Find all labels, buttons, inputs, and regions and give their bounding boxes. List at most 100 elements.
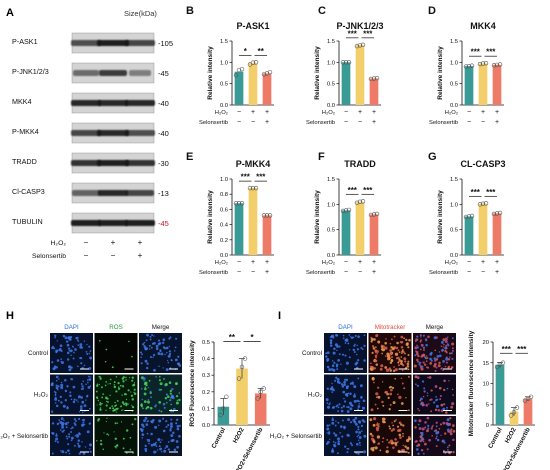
treatment-label: H₂O₂ [322, 260, 335, 266]
cell-signal-dot [436, 438, 440, 442]
y-tick-label: 0.0 [327, 253, 335, 259]
data-point [368, 212, 374, 218]
panel-a: A Size(kDa) P-ASK1 -105 P-JNK1/2/3 -45 MKK4 -… [6, 7, 173, 260]
cell-signal-dot [66, 343, 70, 347]
cell-signal-dot [430, 410, 433, 413]
y-tick-label: 15 [483, 361, 489, 367]
y-tick-label: 0.5 [450, 228, 458, 234]
cell-signal-dot [373, 367, 377, 370]
cell-signal-dot [133, 392, 137, 395]
y-tick-label: 0 [486, 423, 489, 429]
cell-signal-dot [131, 398, 135, 401]
cell-signal-dot [78, 411, 81, 413]
cell-signal-dot [407, 360, 410, 363]
cell-signal-dot [390, 388, 393, 392]
cell-signal-dot [167, 354, 171, 358]
cell-signal-dot [375, 392, 379, 396]
cell-signal-dot [148, 344, 151, 347]
cell-signal-dot [377, 386, 380, 389]
cell-signal-dot [349, 442, 353, 445]
cell-signal-dot [127, 403, 129, 405]
blot-protein-label: P-MKK4 [12, 127, 39, 136]
cell-signal-dot [128, 340, 130, 343]
data-point [264, 213, 270, 218]
cell-signal-dot [105, 421, 107, 423]
cell-signal-dot [150, 443, 154, 447]
bar [478, 63, 488, 105]
cell-signal-dot [388, 386, 391, 389]
data-point [253, 60, 259, 65]
cell-signal-dot [401, 350, 403, 353]
cell-signal-dot [51, 346, 54, 350]
cell-signal-dot [438, 354, 442, 358]
y-tick-label: 0.5 [202, 340, 210, 346]
cell-signal-dot [172, 431, 175, 435]
cell-signal-dot [170, 394, 174, 398]
cell-signal-dot [125, 398, 128, 401]
cell-signal-dot [78, 452, 81, 455]
cell-signal-dot [371, 345, 375, 348]
cell-signal-dot [361, 406, 366, 410]
cell-signal-dot [144, 346, 147, 348]
category-label: H2O2 [504, 426, 518, 444]
cell-signal-dot [447, 449, 449, 451]
cell-signal-dot [394, 441, 398, 445]
cell-signal-dot [55, 386, 58, 389]
cell-signal-dot [371, 351, 374, 354]
cell-signal-dot [158, 409, 161, 412]
cell-signal-dot [360, 396, 363, 399]
cell-signal-dot [56, 388, 59, 391]
cell-signal-dot [68, 452, 71, 455]
treatment-sign: + [251, 109, 255, 116]
cell-signal-dot [349, 392, 352, 395]
cell-signal-dot [416, 358, 419, 362]
cell-signal-dot [95, 396, 99, 399]
cell-signal-dot [333, 361, 336, 365]
cell-signal-dot [417, 407, 419, 410]
cell-signal-dot [395, 357, 399, 360]
bar [262, 73, 272, 105]
cell-signal-dot [358, 421, 361, 424]
cell-signal-dot [51, 422, 55, 425]
y-axis-label: Relative intensity [207, 190, 214, 244]
cell-signal-dot [99, 402, 102, 404]
cell-signal-dot [374, 359, 378, 363]
cell-signal-dot [66, 358, 70, 361]
cell-signal-dot [67, 336, 71, 340]
cell-signal-dot [55, 433, 58, 435]
cell-signal-dot [429, 357, 432, 361]
cell-signal-dot [445, 361, 448, 364]
data-point [469, 213, 475, 219]
micrograph-cell [324, 374, 367, 415]
cell-signal-dot [378, 423, 380, 425]
cell-signal-dot [61, 425, 65, 429]
cell-signal-dot [170, 359, 173, 361]
cell-signal-dot [121, 401, 125, 404]
cell-signal-dot [143, 341, 146, 344]
cell-signal-dot [385, 449, 389, 454]
blot-treatment-table: H₂O₂ − + + Selonsertib − − + [32, 238, 143, 260]
cell-signal-dot [112, 409, 115, 412]
bar [236, 368, 248, 425]
cell-signal-dot [73, 351, 75, 354]
y-tick-label: 0.2 [202, 390, 210, 396]
treatment-sign: + [138, 251, 143, 260]
cell-signal-dot [65, 426, 68, 429]
y-tick-label: 0.2 [220, 238, 228, 244]
blot-protein-label: MKK4 [12, 97, 32, 106]
cell-signal-dot [374, 446, 378, 450]
cell-signal-dot [122, 447, 125, 450]
cell-signal-dot [331, 417, 334, 419]
cell-signal-dot [421, 354, 424, 357]
cell-signal-dot [169, 422, 173, 426]
blot-band [97, 160, 129, 166]
cell-signal-dot [332, 368, 336, 372]
cell-signal-dot [165, 420, 168, 423]
cell-signal-dot [106, 400, 109, 403]
data-point [368, 76, 374, 82]
panel-letter: C [318, 5, 326, 17]
bar [254, 393, 267, 425]
cell-signal-dot [392, 401, 396, 405]
bar [355, 45, 365, 105]
row-label: Control [302, 350, 322, 357]
